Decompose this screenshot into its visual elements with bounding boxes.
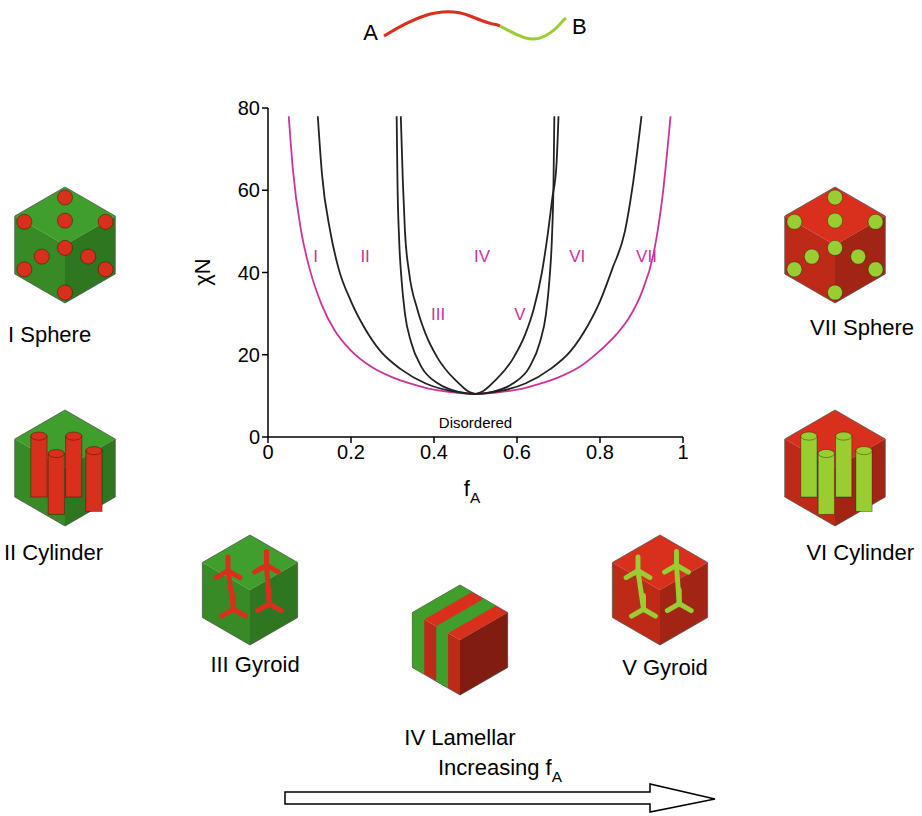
svg-text:VI Cylinder: VI Cylinder [806,540,914,565]
svg-text:VII: VII [636,247,657,266]
svg-text:Increasing fA: Increasing fA [438,755,563,785]
svg-text:I Sphere: I Sphere [8,322,91,347]
svg-text:II Cylinder: II Cylinder [4,540,103,565]
svg-text:0.4: 0.4 [420,441,448,463]
svg-text:A: A [363,20,378,45]
svg-text:Disordered: Disordered [439,414,512,431]
svg-text:0.8: 0.8 [586,441,614,463]
svg-text:B: B [572,14,587,39]
svg-text:60: 60 [238,179,260,201]
svg-text:20: 20 [238,344,260,366]
svg-text:V Gyroid: V Gyroid [622,655,708,680]
svg-text:VI: VI [569,247,585,266]
svg-text:χN: χN [190,258,215,285]
svg-text:1: 1 [677,441,688,463]
svg-text:IV: IV [474,247,491,266]
svg-text:II: II [360,247,369,266]
svg-text:V: V [514,305,526,324]
svg-text:80: 80 [238,97,260,119]
svg-text:I: I [313,247,318,266]
svg-text:0: 0 [249,426,260,448]
svg-text:0: 0 [262,441,273,463]
svg-text:0.6: 0.6 [503,441,531,463]
svg-text:III: III [431,305,445,324]
svg-text:40: 40 [238,262,260,284]
svg-text:IV Lamellar: IV Lamellar [404,725,515,750]
svg-text:III Gyroid: III Gyroid [210,652,299,677]
svg-text:fA: fA [464,476,481,506]
svg-text:0.2: 0.2 [337,441,365,463]
svg-text:VII Sphere: VII Sphere [810,315,914,340]
